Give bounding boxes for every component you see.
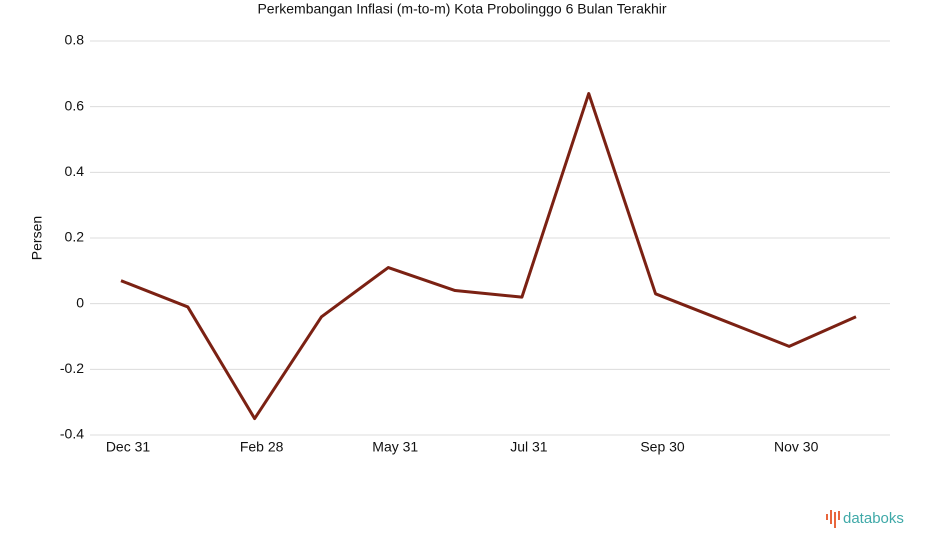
y-tick-label: -0.2 bbox=[60, 360, 84, 376]
chart-title: Perkembangan Inflasi (m-to-m) Kota Probo… bbox=[257, 1, 666, 17]
x-tick-label: May 31 bbox=[372, 439, 418, 455]
y-tick-label: 0.6 bbox=[65, 97, 85, 113]
y-tick-label: 0 bbox=[76, 294, 84, 310]
y-axis-label: Persen bbox=[29, 216, 45, 260]
x-tick-label: Sep 30 bbox=[640, 439, 685, 455]
y-tick-label: -0.4 bbox=[60, 426, 84, 442]
x-tick-label: Dec 31 bbox=[106, 439, 151, 455]
x-tick-label: Feb 28 bbox=[240, 439, 284, 455]
x-tick-label: Nov 30 bbox=[774, 439, 819, 455]
y-tick-label: 0.2 bbox=[65, 229, 85, 245]
x-tick-label: Jul 31 bbox=[510, 439, 548, 455]
data-line bbox=[120, 92, 857, 421]
brand-name: databoks bbox=[843, 510, 904, 527]
y-tick-label: 0.8 bbox=[65, 32, 85, 48]
y-tick-label: 0.4 bbox=[65, 163, 85, 179]
brand-logo: databoks bbox=[826, 510, 904, 528]
